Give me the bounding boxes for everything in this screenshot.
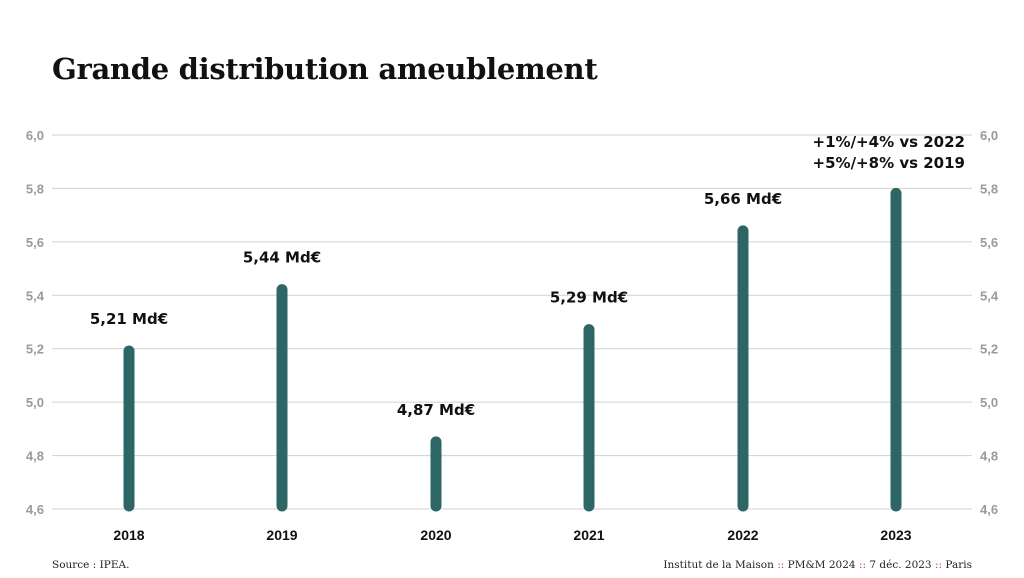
- y-tick-label: 5,0: [26, 395, 44, 410]
- y-tick-label: 4,8: [980, 449, 998, 464]
- y-axis-left: 4,6 4,8 5,0 5,2 5,4 5,6 5,8 6,0: [26, 128, 45, 517]
- chart-title: Grande distribution ameublement: [52, 52, 598, 86]
- source-note: Source : IPEA.: [52, 559, 130, 571]
- credit-part: Paris: [945, 559, 972, 571]
- y-tick-label: 6,0: [26, 128, 44, 143]
- credit-part: PM&M 2024: [787, 559, 856, 571]
- data-label: 5,66 Md€: [704, 190, 782, 208]
- y-tick-label: 5,2: [980, 342, 998, 357]
- credit-line: Institut de la Maison :: PM&M 2024 :: 7 …: [663, 559, 972, 571]
- y-tick-label: 5,4: [26, 288, 45, 303]
- y-tick-label: 4,8: [26, 449, 44, 464]
- annotation: +1%/+4% vs 2022 +5%/+8% vs 2019: [813, 133, 965, 172]
- data-label: 4,87 Md€: [397, 401, 475, 419]
- y-tick-label: 5,8: [26, 181, 44, 196]
- y-tick-label: 6,0: [980, 128, 998, 143]
- x-tick-label: 2020: [420, 527, 451, 543]
- separator: ::: [858, 559, 867, 571]
- y-tick-label: 4,6: [26, 502, 44, 517]
- separator: ::: [777, 559, 785, 571]
- data-labels: 5,21 Md€ 5,44 Md€ 4,87 Md€ 5,29 Md€ 5,66 Md€: [90, 190, 782, 419]
- separator: ::: [934, 559, 943, 571]
- annotation-line: +1%/+4% vs 2022: [813, 133, 965, 151]
- data-label: 5,21 Md€: [90, 310, 168, 328]
- y-tick-label: 5,6: [980, 235, 998, 250]
- data-label: 5,44 Md€: [243, 249, 321, 267]
- annotation-line: +5%/+8% vs 2019: [813, 154, 965, 172]
- x-tick-label: 2021: [573, 527, 604, 543]
- y-tick-label: 5,8: [980, 181, 998, 196]
- gridlines: [52, 134, 972, 510]
- credit-part: 7 déc. 2023: [869, 559, 932, 571]
- y-tick-label: 5,0: [980, 395, 998, 410]
- x-tick-label: 2022: [727, 527, 758, 543]
- y-axis-right: 4,6 4,8 5,0 5,2 5,4 5,6 5,8 6,0: [980, 128, 999, 517]
- y-tick-label: 5,6: [26, 235, 44, 250]
- y-tick-label: 4,6: [980, 502, 998, 517]
- x-tick-label: 2018: [113, 527, 144, 543]
- data-label: 5,29 Md€: [550, 289, 628, 307]
- x-tick-label: 2023: [880, 527, 911, 543]
- x-axis: 2018 2019 2020 2021 2022 2023: [113, 527, 911, 543]
- x-tick-label: 2019: [266, 527, 297, 543]
- y-tick-label: 5,2: [26, 342, 44, 357]
- bars: [123, 187, 902, 512]
- credit-part: Institut de la Maison: [663, 559, 774, 571]
- y-tick-label: 5,4: [980, 288, 999, 303]
